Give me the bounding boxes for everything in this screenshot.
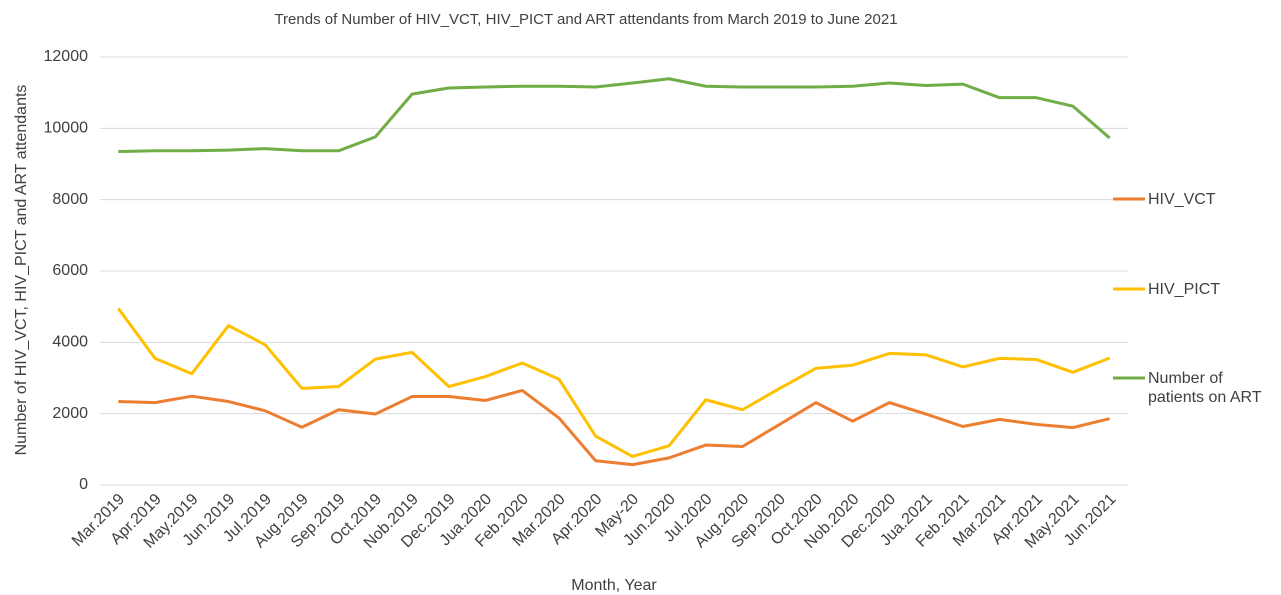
y-tick-label: 8000 (52, 191, 88, 208)
series-line (118, 77, 1111, 154)
legend-label: HIV_VCT (1148, 191, 1216, 208)
series-line (117, 307, 1111, 458)
y-tick-label: 6000 (52, 262, 88, 279)
chart-title: Trends of Number of HIV_VCT, HIV_PICT an… (274, 11, 897, 28)
x-axis-label: Month, Year (571, 577, 657, 594)
y-tick-label: 12000 (44, 48, 89, 65)
legend-label: Number of patients on ART (1148, 370, 1262, 406)
y-tick-label: 4000 (52, 334, 88, 351)
y-tick-label: 0 (79, 476, 88, 493)
y-tick-label: 2000 (52, 405, 88, 422)
series-line (118, 388, 1110, 467)
legend-label: HIV_PICT (1148, 281, 1221, 298)
y-tick-label: 10000 (44, 120, 89, 137)
y-axis-label: Number of HIV_VCT, HIV_PICT and ART atte… (13, 85, 30, 456)
